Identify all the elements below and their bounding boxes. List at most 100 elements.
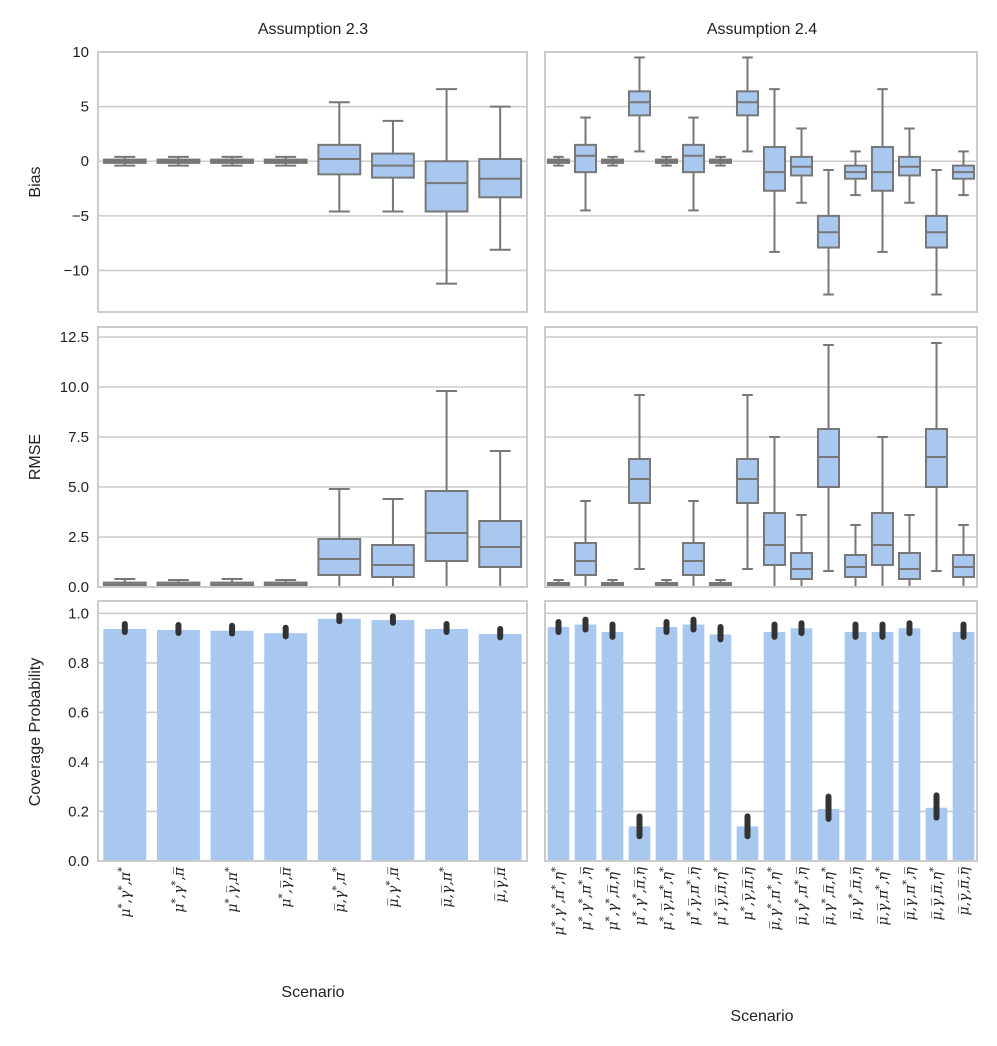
coverage-bar [817, 809, 840, 861]
coverage-bar [156, 629, 200, 861]
svg-text:μ̅,γ̅,π̅,η̅: μ̅,γ̅,π̅,η̅ [957, 866, 973, 915]
y-tick-label: 2.5 [68, 529, 89, 546]
svg-text:μ̅,γ̅,π*: μ̅,γ̅,π* [439, 867, 456, 908]
svg-text:μ̅,γ*,π*,η̅: μ̅,γ*,π*,η̅ [794, 866, 811, 925]
coverage-panel-left: 1.0 0.8 0.6 0.4 0.2 0.0 μ*,γ*,π* μ*,γ*,π̅ μ*,γ̅,… [68, 600, 528, 918]
panel-frame [544, 326, 978, 588]
box [371, 544, 415, 578]
svg-text:μ̅,γ*,π*,η*: μ̅,γ*,π*,η* [767, 867, 784, 930]
panel-frame [544, 600, 978, 862]
svg-text:μ*,γ̅,π*,η*: μ*,γ̅,π*,η* [659, 867, 676, 930]
box [870, 512, 895, 566]
svg-text:μ*,γ*,π*,η*: μ*,γ*,π*,η* [551, 867, 568, 935]
coverage-bar [925, 807, 948, 861]
coverage-bar [425, 628, 469, 861]
svg-text:μ*,γ*,π*,η̅: μ*,γ*,π*,η̅ [578, 866, 595, 930]
svg-text:μ̅,γ̅,π̅: μ̅,γ̅,π̅ [493, 866, 509, 902]
coverage-bar [763, 631, 786, 861]
y-tick-label: 5 [81, 99, 89, 116]
svg-text:μ*,γ̅,π*: μ*,γ̅,π* [224, 867, 241, 913]
coverage-bar [898, 628, 921, 861]
coverage-bar [371, 620, 415, 861]
coverage-bar [655, 627, 678, 861]
coverage-bar [709, 634, 732, 861]
box [424, 160, 469, 213]
scenario-tick-label: μ̅,γ̅,π*,η* [875, 867, 892, 925]
bias-panel-left: 10 5 0 −5 −10 [64, 44, 528, 313]
coverage-bar [210, 630, 254, 861]
coverage-bar [264, 633, 308, 861]
svg-text:μ*,γ̅,π*,η̅: μ*,γ̅,π*,η̅ [686, 866, 703, 925]
coverage-bar [952, 631, 975, 861]
y-tick-label: 0.0 [68, 579, 89, 596]
box [681, 143, 706, 174]
panel-frame [97, 51, 528, 313]
y-tick-label: 10 [72, 44, 89, 61]
y-tick-label: 0.6 [68, 704, 89, 721]
coverage-bar [478, 633, 522, 861]
svg-text:μ̅,γ*,π̅,η*: μ̅,γ*,π̅,η* [821, 867, 838, 925]
scenario-tick-label: μ̅,γ̅,π̅,η* [929, 867, 946, 920]
panel-frame [97, 600, 528, 862]
scenario-tick-label: μ*,γ*,π* [117, 867, 134, 918]
box [681, 542, 706, 576]
scenario-tick-label: μ*,γ*,π̅,η* [605, 867, 622, 930]
coverage-bar [547, 627, 570, 861]
scenario-tick-label: μ*,γ*,π*,η* [551, 867, 568, 935]
y-tick-label: −10 [64, 262, 89, 279]
box [627, 458, 652, 504]
svg-text:μ̅,γ*,π̅: μ̅,γ*,π̅ [385, 866, 402, 907]
y-tick-label: 1.0 [68, 605, 89, 622]
svg-text:μ*,γ*,π̅,η*: μ*,γ*,π̅,η* [605, 867, 622, 930]
right-column-title: Assumption 2.4 [707, 21, 817, 38]
panel-frame [97, 326, 528, 588]
svg-text:μ*,γ*,π̅,η̅: μ*,γ*,π̅,η̅ [632, 866, 649, 925]
coverage-bar [871, 631, 894, 861]
scenario-tick-label: μ̅,γ̅,π* [439, 867, 456, 908]
y-tick-label: −5 [72, 208, 89, 225]
scenario-tick-label: μ*,γ̅,π̅ [278, 866, 295, 907]
y-tick-label: 7.5 [68, 429, 89, 446]
scenario-tick-label: μ*,γ*,π̅ [170, 866, 187, 912]
y-tick-label: 10.0 [60, 379, 89, 396]
svg-text:μ̅,γ̅,π̅,η*: μ̅,γ̅,π̅,η* [929, 867, 946, 920]
scenario-tick-label: μ*,γ̅,π*,η* [659, 867, 676, 930]
scenario-tick-label: μ̅,γ*,π*,η̅ [794, 866, 811, 925]
scenario-tick-label: μ̅,γ*,π̅,η* [821, 867, 838, 925]
y-tick-label: 0.0 [68, 853, 89, 870]
scenario-tick-label: μ*,γ̅,π̅,η̅ [740, 866, 757, 920]
scenario-tick-label: μ*,γ*,π*,η̅ [578, 866, 595, 930]
scenario-tick-label: μ̅,γ*,π* [331, 867, 348, 913]
coverage-bar [736, 826, 759, 861]
rmse-axis-label: RMSE [27, 434, 44, 480]
svg-text:μ*,γ̅,π̅,η̅: μ*,γ̅,π̅,η̅ [740, 866, 757, 920]
coverage-bar [844, 631, 867, 861]
bias-axis-label: Bias [27, 166, 44, 197]
box [424, 490, 469, 562]
box [317, 538, 362, 576]
coverage-bar [103, 628, 147, 861]
scenario-tick-label: μ*,γ̅,π̅,η* [713, 867, 730, 925]
scenario-tick-label: μ̅,γ*,π̅,η̅ [848, 866, 865, 920]
scenario-tick-label: μ̅,γ̅,π*,η̅ [902, 866, 919, 920]
scenario-tick-label: μ*,γ̅,π*,η̅ [686, 866, 703, 925]
svg-text:μ̅,γ*,π*: μ̅,γ*,π* [331, 867, 348, 913]
left-column-title: Assumption 2.3 [258, 21, 368, 38]
y-tick-label: 12.5 [60, 329, 89, 346]
svg-text:μ̅,γ*,π̅,η̅: μ̅,γ*,π̅,η̅ [848, 866, 865, 920]
box [735, 90, 760, 117]
y-tick-label: 0.4 [68, 754, 89, 771]
rmse-panel-left: 12.5 10.0 7.5 5.0 2.5 0.0 [60, 326, 528, 596]
y-tick-label: 0 [81, 153, 89, 170]
box [762, 512, 787, 566]
y-tick-label: 0.8 [68, 655, 89, 672]
coverage-bar [790, 628, 813, 861]
box [573, 143, 598, 174]
coverage-panel-right: μ*,γ*,π*,η* μ*,γ*,π*,η̅ μ*,γ*,π̅,η* μ*,γ*,π… [544, 600, 978, 935]
box [627, 90, 652, 117]
coverage-bar [574, 624, 597, 861]
box [762, 146, 787, 192]
rmse-panel-right [544, 326, 978, 588]
svg-text:μ̅,γ̅,π*,η*: μ̅,γ̅,π*,η* [875, 867, 892, 925]
